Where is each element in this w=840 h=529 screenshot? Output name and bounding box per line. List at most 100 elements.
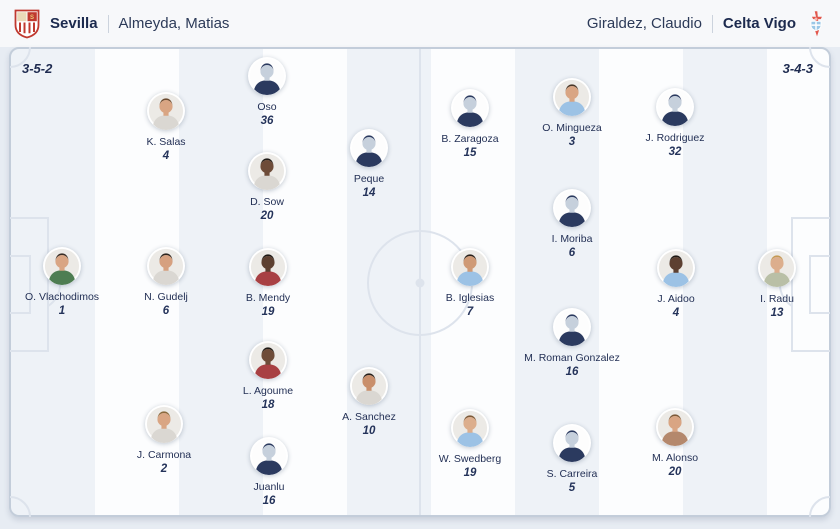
player-name: J. Aidoo [657,293,695,305]
player-avatar [451,248,489,286]
home-team-header: S Sevilla Almeyda, Matias [14,9,229,39]
away-team-name[interactable]: Celta Vigo [722,15,796,32]
player-avatar [350,129,388,167]
home-formation-label: 3-5-2 [22,61,53,76]
player-number: 3 [568,136,576,148]
player-number: 1 [58,305,66,317]
player-marker[interactable]: B. Zaragoza 15 [410,89,530,160]
player-number: 13 [770,307,784,319]
player-avatar [657,249,695,287]
player-avatar [553,189,591,227]
player-marker[interactable]: B. Iglesias 7 [410,248,530,319]
player-name: N. Gudelj [144,291,188,303]
player-number: 2 [160,463,168,475]
header-divider [107,14,109,33]
player-avatar [145,405,183,443]
player-number: 36 [260,115,274,127]
player-avatar [656,88,694,126]
player-marker[interactable]: B. Mendy 19 [208,248,328,319]
player-name: O. Mingueza [542,122,602,134]
player-number: 20 [668,466,682,478]
player-avatar [451,409,489,447]
player-avatar [350,367,388,405]
celta-vigo-crest-icon[interactable] [806,9,826,39]
player-name: O. Vlachodimos [24,291,100,303]
header-divider [711,14,713,33]
player-name: B. Zaragoza [441,133,499,145]
lineups-header: S Sevilla Almeyda, Matias Giraldez, Clau… [0,0,840,47]
player-name: I. Radu [760,293,794,305]
player-number: 4 [162,150,170,162]
player-avatar [451,89,489,127]
player-avatar [656,408,694,446]
away-coach-name[interactable]: Giraldez, Claudio [586,15,702,32]
player-name: S. Carreira [546,468,598,480]
player-avatar [249,248,287,286]
home-coach-name[interactable]: Almeyda, Matias [118,15,230,32]
player-marker[interactable]: M. Alonso 20 [615,408,735,479]
player-name: D. Sow [250,196,284,208]
player-number: 20 [260,210,274,222]
player-number: 6 [162,305,170,317]
player-number: 14 [362,187,376,199]
player-number: 19 [261,306,275,318]
player-marker[interactable]: M. Roman Gonzalez 16 [512,308,632,379]
player-marker[interactable]: D. Sow 20 [207,152,327,223]
player-marker[interactable]: I. Radu 13 [717,249,837,320]
sevilla-crest-icon[interactable]: S [14,9,40,39]
player-avatar [553,308,591,346]
player-marker[interactable]: J. Carmona 2 [104,405,224,476]
player-avatar [147,92,185,130]
player-marker[interactable]: A. Sanchez 10 [309,367,429,438]
player-marker[interactable]: Oso 36 [207,57,327,128]
player-number: 10 [362,425,376,437]
player-marker[interactable]: O. Mingueza 3 [512,78,632,149]
player-name: B. Mendy [245,292,291,304]
player-number: 4 [672,307,680,319]
player-name: Juanlu [253,481,285,493]
player-marker[interactable]: K. Salas 4 [106,92,226,163]
player-marker[interactable]: L. Agoume 18 [208,341,328,412]
player-number: 16 [565,366,579,378]
player-marker[interactable]: W. Swedberg 19 [410,409,530,480]
away-formation-label: 3-4-3 [782,61,813,76]
player-number: 15 [463,147,477,159]
player-avatar [248,152,286,190]
player-name: J. Carmona [136,449,192,461]
player-name: L. Agoume [242,385,294,397]
player-avatar [553,424,591,462]
player-number: 32 [668,146,682,158]
home-team-name[interactable]: Sevilla [50,15,98,32]
player-marker[interactable]: O. Vlachodimos 1 [2,247,122,318]
player-name: B. Iglesias [445,292,495,304]
away-team-header: Giraldez, Claudio Celta Vigo [587,9,826,39]
player-avatar [43,247,81,285]
player-marker[interactable]: N. Gudelj 6 [106,247,226,318]
player-number: 7 [466,306,474,318]
player-marker[interactable]: I. Moriba 6 [512,189,632,260]
player-name: Peque [353,173,385,185]
player-marker[interactable]: Juanlu 16 [209,437,329,508]
player-name: I. Moriba [551,233,593,245]
player-name: W. Swedberg [438,453,502,465]
player-number: 19 [463,467,477,479]
player-marker[interactable]: J. Aidoo 4 [616,249,736,320]
player-number: 6 [568,247,576,259]
player-avatar [248,57,286,95]
player-marker[interactable]: J. Rodriguez 32 [615,88,735,159]
player-name: M. Alonso [651,452,699,464]
player-avatar [249,341,287,379]
player-marker[interactable]: S. Carreira 5 [512,424,632,495]
player-name: J. Rodriguez [645,132,705,144]
player-name: Oso [257,101,277,113]
player-name: M. Roman Gonzalez [524,352,620,364]
player-number: 5 [568,482,576,494]
player-avatar [250,437,288,475]
player-avatar [147,247,185,285]
player-marker[interactable]: Peque 14 [309,129,429,200]
player-name: K. Salas [146,136,186,148]
player-avatar [553,78,591,116]
player-name: A. Sanchez [342,411,396,423]
